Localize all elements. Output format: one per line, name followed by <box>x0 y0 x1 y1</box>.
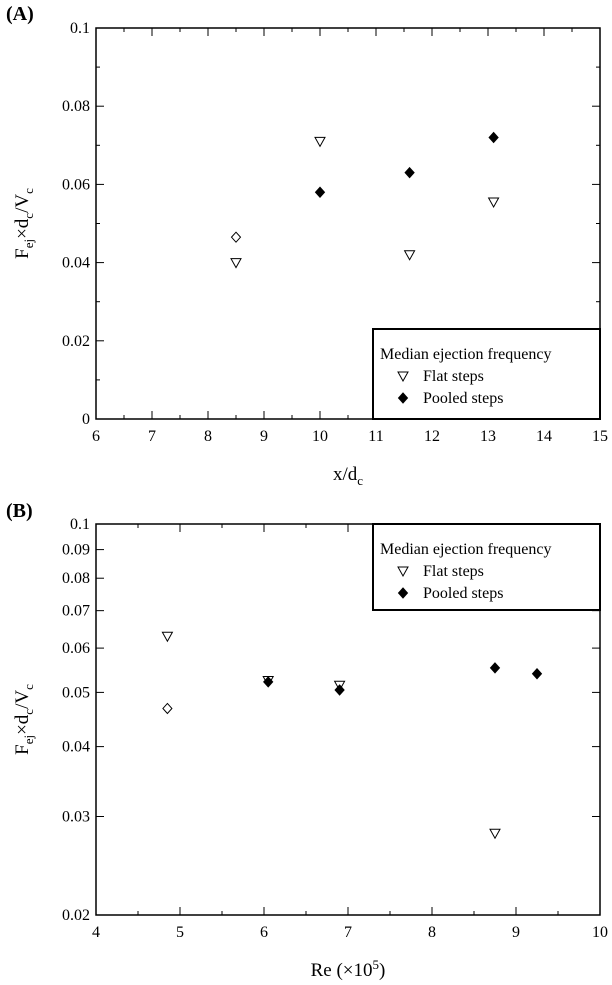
y-tick-label: 0.06 <box>62 640 90 657</box>
legend: Median ejection frequency Flat steps Poole… <box>372 328 601 420</box>
legend-box <box>372 328 601 420</box>
pooled-steps-point <box>489 662 501 674</box>
x-tick-label: 9 <box>512 924 520 941</box>
legend-box <box>372 523 601 611</box>
legend-marker-pooled <box>397 392 409 404</box>
open-diamond-point <box>230 231 242 243</box>
legend-marker-flat <box>397 566 409 578</box>
x-tick-label: 5 <box>176 924 184 941</box>
x-tick-label: 9 <box>260 428 268 445</box>
y-tick-label: 0.08 <box>62 98 90 115</box>
y-tick-label: 0.08 <box>62 570 90 587</box>
y-tick-label: 0.07 <box>62 603 90 620</box>
pooled-steps-point <box>263 676 274 688</box>
x-tick-label: 6 <box>92 428 100 445</box>
x-tick-label: 6 <box>260 924 268 941</box>
y-tick-label: 0.1 <box>70 20 90 37</box>
x-tick-label: 11 <box>368 428 383 445</box>
pooled-steps-point <box>334 684 345 696</box>
legend-entry: Pooled steps <box>423 585 503 602</box>
open-diamond-point <box>162 702 173 715</box>
chart-panel-b: (B) 4 5 6 7 8 9 10 0.02 0.03 0.04 0.05 0.06 0.07 0.08 0… <box>6 500 608 981</box>
legend-title: Median ejection frequency <box>380 541 551 558</box>
y-tick-label: 0.02 <box>62 907 90 924</box>
pooled-steps-point <box>531 667 543 680</box>
legend-entry: Pooled steps <box>423 390 503 407</box>
flat-steps-point <box>487 197 500 209</box>
legend: Median ejection frequency Flat steps Poole… <box>372 523 601 611</box>
x-tick-label: 8 <box>204 428 212 445</box>
y-tick-label: 0 <box>82 411 90 428</box>
y-tick-label: 0.04 <box>62 739 90 756</box>
legend-entry: Flat steps <box>423 368 484 385</box>
y-tick-label: 0.04 <box>62 255 90 272</box>
x-tick-label: 14 <box>536 428 552 445</box>
y-tick-label: 0.02 <box>62 333 90 350</box>
y-tick-label: 0.05 <box>62 684 90 701</box>
flat-steps-point <box>314 136 326 148</box>
legend-marker-pooled <box>397 587 409 599</box>
y-axis-label: Fej×dc/Vc <box>12 684 36 755</box>
x-axis-label: x/dc <box>333 464 363 488</box>
pooled-steps-point <box>404 166 415 179</box>
panel-label: (B) <box>6 500 33 522</box>
flat-steps-point <box>230 258 242 269</box>
pooled-steps-point <box>488 131 499 144</box>
flat-steps-point <box>161 631 174 643</box>
legend-title: Median ejection frequency <box>380 346 551 363</box>
pooled-steps-point <box>314 186 326 198</box>
panel-label: (A) <box>6 3 34 25</box>
y-tick-label: 0.03 <box>62 808 90 825</box>
chart-panel-a: (A) 6 7 8 9 10 11 12 13 14 15 0 0.02 0.04 0.06 0.08 0.1 x… <box>6 3 608 488</box>
x-tick-label: 15 <box>592 428 608 445</box>
y-tick-label: 0.06 <box>62 176 90 193</box>
x-tick-label: 4 <box>92 924 100 941</box>
x-tick-label: 12 <box>424 428 440 445</box>
x-tick-label: 13 <box>480 428 496 445</box>
legend-marker-flat <box>397 371 409 383</box>
x-tick-label: 7 <box>148 428 156 445</box>
y-tick-label: 0.1 <box>70 516 90 533</box>
x-tick-label: 7 <box>344 924 352 941</box>
flat-steps-point <box>489 828 501 840</box>
x-tick-label: 10 <box>312 428 328 445</box>
x-tick-label: 8 <box>428 924 436 941</box>
x-axis-label: Re (×105) <box>311 957 386 981</box>
flat-steps-point <box>403 250 416 261</box>
x-tick-label: 10 <box>592 924 608 941</box>
y-tick-label: 0.09 <box>62 542 90 559</box>
legend-entry: Flat steps <box>423 563 484 580</box>
y-axis-label: Fej×dc/Vc <box>12 188 36 259</box>
